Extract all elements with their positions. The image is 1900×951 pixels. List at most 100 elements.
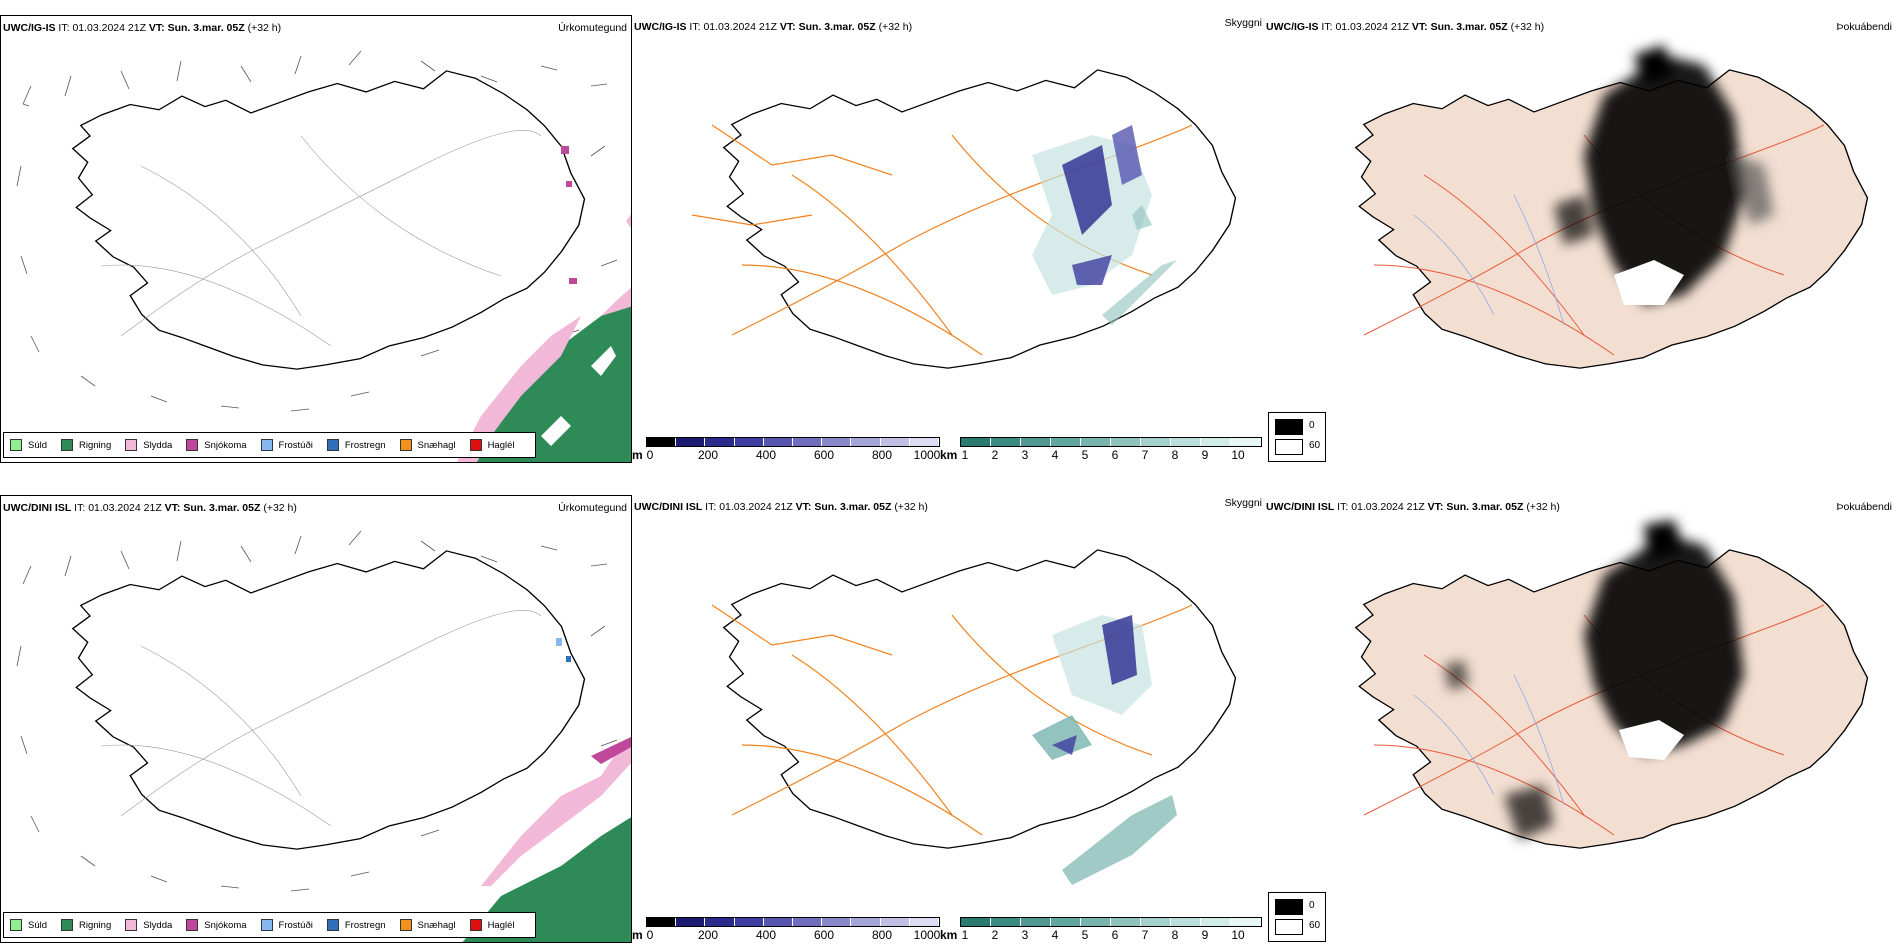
fog-panel-title: Þokuábendi (1836, 501, 1892, 513)
legend-label: Frostúði (278, 919, 313, 931)
legend-item: Slydda (125, 439, 172, 451)
legend-item: Haglél (469, 919, 515, 931)
colorbar-km-tick: 7 (1141, 448, 1149, 462)
fog-legend-label: 60 (1309, 440, 1321, 451)
legend-label: Súld (28, 919, 48, 931)
legend-swatch (326, 919, 339, 931)
panel-title-line: UWC/DINI ISL IT: 01.03.2024 21Z VT: Sun.… (1266, 501, 1560, 513)
legend-item: Snjókoma (186, 919, 247, 931)
fog-legend: 0 60 (1268, 892, 1326, 942)
lead-time: (+32 h) (894, 501, 928, 513)
legend-swatch (125, 439, 138, 451)
valid-time: Sun. 3.mar. 05Z (1430, 21, 1508, 33)
fog-legend-label: 0 (1309, 900, 1315, 911)
fog-map (1355, 520, 1869, 849)
colorbar-km-tick: 2 (991, 448, 999, 462)
legend-swatch (186, 919, 199, 931)
colorbar-m-tick: 800 (871, 448, 893, 462)
visibility-panel-ig: UWC/IG-IS IT: 01.03.2024 21Z VT: Sun. 3.… (632, 15, 1264, 463)
panel-title-line: UWC/DINI ISL IT: 01.03.2024 21Z VT: Sun.… (3, 502, 297, 514)
init-time-label: IT: (1337, 501, 1349, 513)
colorbar-m-tick: 1000 (913, 928, 941, 942)
fog-panel-dini: UWC/DINI ISL IT: 01.03.2024 21Z VT: Sun.… (1264, 495, 1896, 943)
legend-item: Rigning (61, 439, 111, 451)
colorbar-m-tick: 800 (871, 928, 893, 942)
legend-item: Súld (10, 439, 47, 451)
model-name: UWC/DINI ISL (3, 502, 72, 514)
visibility-map (711, 549, 1237, 885)
legend-swatch (125, 919, 138, 931)
legend-label: Frostregn (344, 919, 386, 931)
colorbar-km-unit: km (940, 928, 958, 942)
fog-panel-title: Þokuábendi (1836, 21, 1892, 33)
init-time-label: IT: (58, 22, 70, 34)
colorbar-km-bar (960, 917, 1262, 927)
model-name: UWC/IG-IS (3, 22, 56, 34)
fog-map (1355, 45, 1869, 369)
colorbar-km-tick: 8 (1171, 928, 1179, 942)
legend-swatch (186, 439, 199, 451)
fog-legend-swatch (1275, 419, 1303, 435)
panel-title-line: UWC/IG-IS IT: 01.03.2024 21Z VT: Sun. 3.… (634, 21, 912, 33)
fog-field (1554, 45, 1774, 305)
valid-time: Sun. 3.mar. 05Z (814, 501, 892, 513)
legend-swatch (326, 439, 339, 451)
colorbar-km-tick: 9 (1201, 928, 1209, 942)
init-time: 01.03.2024 21Z (1351, 501, 1425, 513)
init-time-label: IT: (705, 501, 717, 513)
legend-swatch (10, 439, 22, 451)
colorbar-m-unit: m (632, 928, 643, 942)
colorbar-m-bar (646, 917, 940, 927)
rain-area (462, 638, 631, 942)
init-time: 01.03.2024 21Z (719, 501, 793, 513)
roads (691, 124, 1193, 356)
colorbar-km-tick: 6 (1111, 928, 1119, 942)
legend-item: Haglél (469, 439, 515, 451)
precip-map (16, 530, 631, 942)
legend-label: Snjókoma (204, 919, 247, 931)
colorbar-m-tick: 1000 (913, 448, 941, 462)
colorbar-km-tick: 1 (961, 448, 969, 462)
rivers (1413, 674, 1565, 806)
colorbar-m-unit: m (632, 448, 643, 462)
colorbar-km-unit: km (940, 448, 958, 462)
init-time-label: IT: (689, 21, 701, 33)
visibility-colorbar-m: m 0 200 400 600 800 1000 (632, 915, 944, 951)
legend-label: Slydda (143, 439, 173, 451)
colorbar-km-tick: 6 (1111, 448, 1119, 462)
colorbar-km-tick: 3 (1021, 928, 1029, 942)
legend-swatch (61, 439, 74, 451)
visibility-colorbar-m: m 0 200 400 600 800 1000 (632, 435, 944, 471)
lead-time: (+32 h) (1526, 501, 1560, 513)
visibility-panel-title: Skyggni (1224, 497, 1262, 509)
legend-item: Frostúði (260, 439, 313, 451)
lead-time: (+32 h) (263, 502, 297, 514)
init-time: 01.03.2024 21Z (703, 21, 777, 33)
colorbar-m-tick: 400 (755, 928, 777, 942)
panel-title-line: UWC/IG-IS IT: 01.03.2024 21Z VT: Sun. 3.… (3, 22, 281, 34)
precip-panel-title: Úrkomutegund (558, 502, 627, 514)
rivers (1413, 194, 1565, 326)
legend-swatch (260, 919, 273, 931)
colorbar-km-tick: 8 (1171, 448, 1179, 462)
init-time: 01.03.2024 21Z (72, 22, 146, 34)
legend-label: Snæhagl (417, 439, 456, 451)
precip-type-panel-dini: UWC/DINI ISL IT: 01.03.2024 21Z VT: Sun.… (0, 495, 632, 943)
colorbar-km-tick: 4 (1051, 928, 1059, 942)
init-time: 01.03.2024 21Z (1335, 21, 1409, 33)
legend-swatch (399, 439, 412, 451)
fog-panel-ig: UWC/IG-IS IT: 01.03.2024 21Z VT: Sun. 3.… (1264, 15, 1896, 463)
rain-area (457, 146, 631, 462)
precip-legend: Súld Rigning Slydda Snjókoma Frostúði Fr… (3, 912, 536, 938)
valid-time-label: VT: (795, 501, 812, 513)
colorbar-km-tick: 7 (1141, 928, 1149, 942)
legend-label: Haglél (487, 439, 515, 451)
precip-type-panel-ig: UWC/IG-IS IT: 01.03.2024 21Z VT: Sun. 3.… (0, 15, 632, 463)
legend-label: Rigning (79, 919, 112, 931)
precip-legend: Súld Rigning Slydda Snjókoma Frostúði Fr… (3, 432, 536, 458)
legend-swatch (469, 919, 482, 931)
fog-legend-swatch (1275, 919, 1303, 935)
legend-item: Slydda (125, 919, 172, 931)
legend-label: Frostregn (344, 439, 386, 451)
lead-time: (+32 h) (1510, 21, 1545, 33)
